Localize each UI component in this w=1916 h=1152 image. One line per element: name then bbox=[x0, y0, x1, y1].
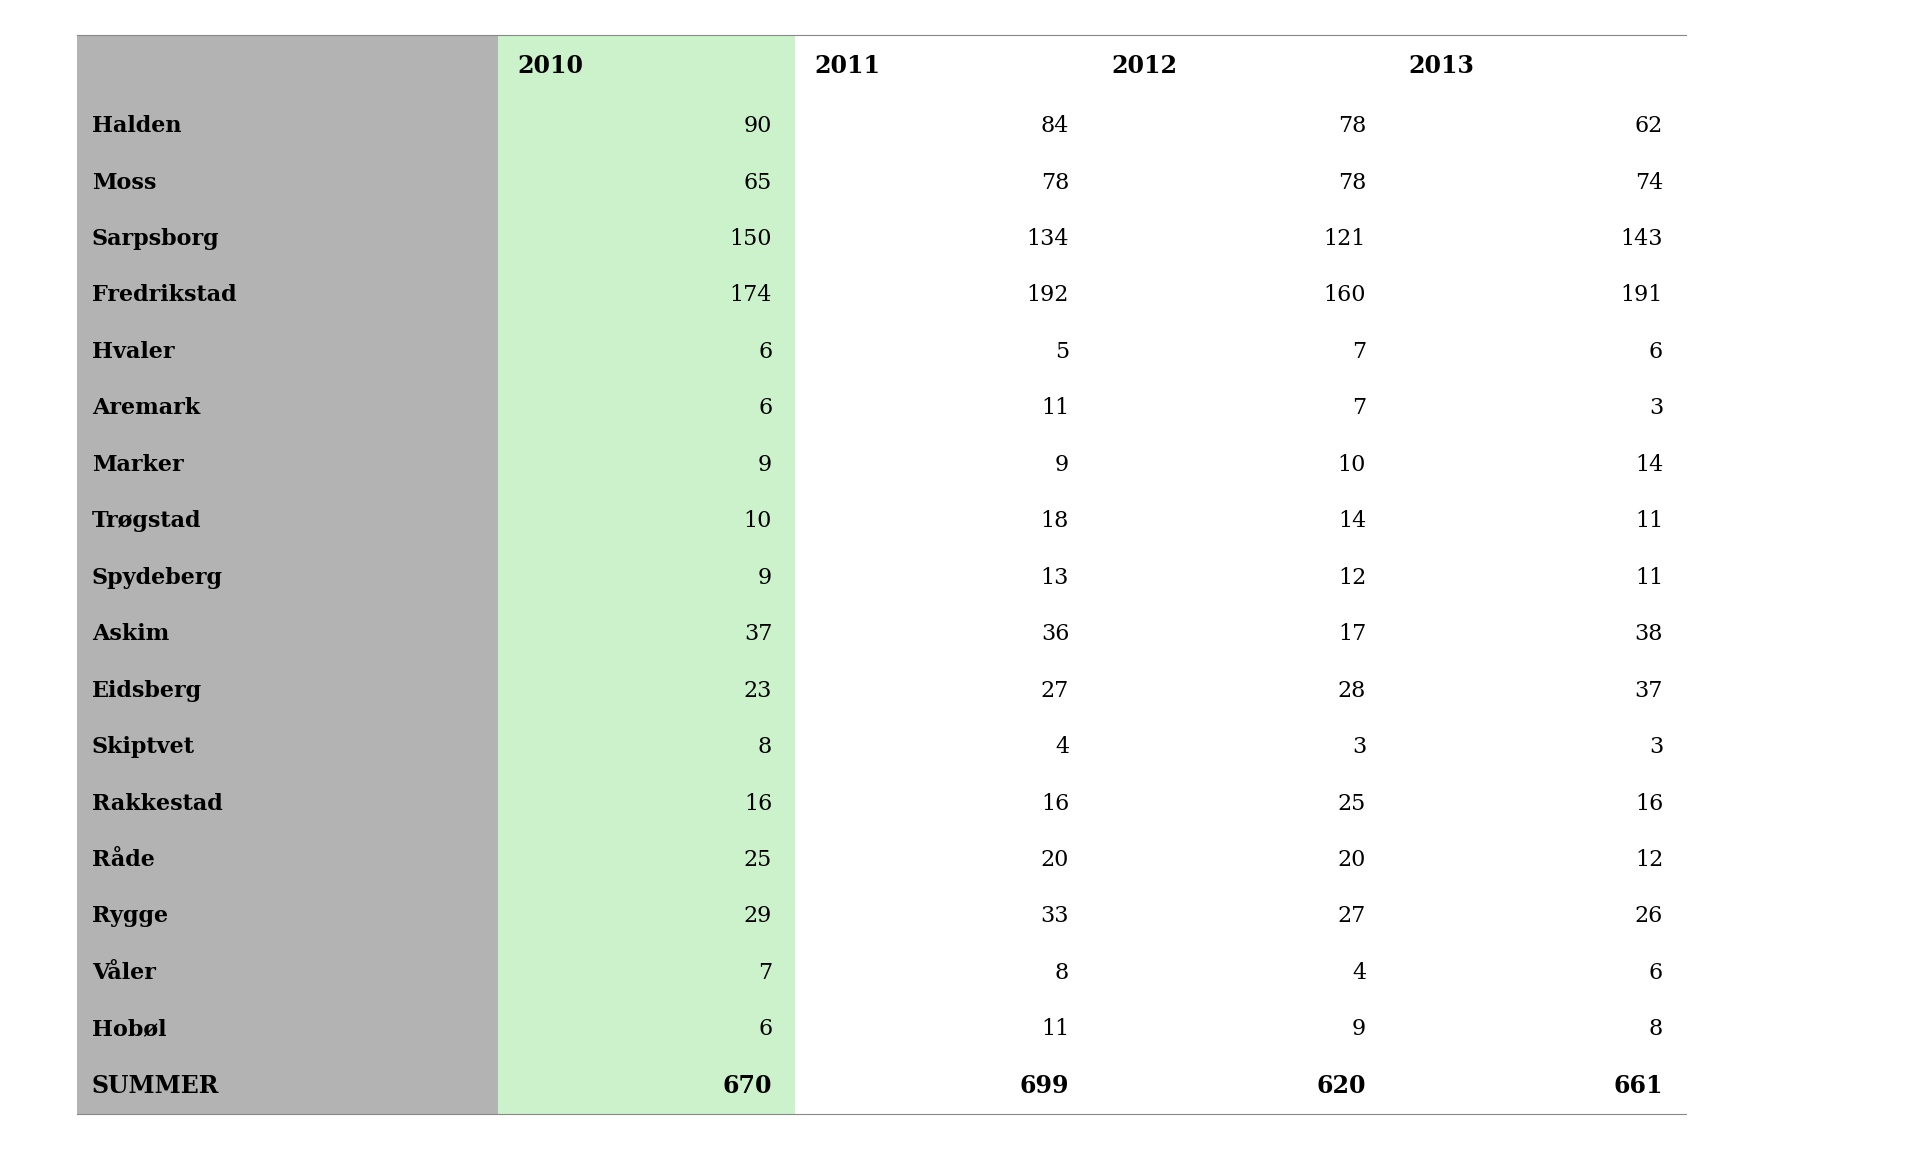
Text: 143: 143 bbox=[1621, 228, 1663, 250]
Text: 78: 78 bbox=[1337, 115, 1366, 137]
Text: 134: 134 bbox=[1027, 228, 1069, 250]
Text: 27: 27 bbox=[1040, 680, 1069, 702]
Text: 6: 6 bbox=[1650, 962, 1663, 984]
Text: Sarpsborg: Sarpsborg bbox=[92, 228, 220, 250]
Bar bbox=[1389, 35, 1686, 1114]
Text: 699: 699 bbox=[1019, 1074, 1069, 1098]
Text: 10: 10 bbox=[1337, 454, 1366, 476]
Text: 9: 9 bbox=[1056, 454, 1069, 476]
Text: 16: 16 bbox=[1040, 793, 1069, 814]
Text: 9: 9 bbox=[759, 567, 772, 589]
Text: 8: 8 bbox=[1056, 962, 1069, 984]
Text: 90: 90 bbox=[743, 115, 772, 137]
Text: Marker: Marker bbox=[92, 454, 184, 476]
Text: Skiptvet: Skiptvet bbox=[92, 736, 195, 758]
Text: 78: 78 bbox=[1337, 172, 1366, 194]
Text: Rygge: Rygge bbox=[92, 905, 169, 927]
Text: 38: 38 bbox=[1634, 623, 1663, 645]
Text: 121: 121 bbox=[1324, 228, 1366, 250]
Text: 13: 13 bbox=[1040, 567, 1069, 589]
Text: 10: 10 bbox=[743, 510, 772, 532]
Text: 28: 28 bbox=[1337, 680, 1366, 702]
Text: Trøgstad: Trøgstad bbox=[92, 510, 201, 532]
Text: 18: 18 bbox=[1040, 510, 1069, 532]
Text: 11: 11 bbox=[1634, 510, 1663, 532]
Text: 11: 11 bbox=[1040, 397, 1069, 419]
Text: 2010: 2010 bbox=[517, 54, 582, 78]
Text: 25: 25 bbox=[743, 849, 772, 871]
Text: 27: 27 bbox=[1337, 905, 1366, 927]
Text: 191: 191 bbox=[1621, 285, 1663, 306]
Text: 3: 3 bbox=[1650, 397, 1663, 419]
Text: 37: 37 bbox=[1634, 680, 1663, 702]
Text: 65: 65 bbox=[743, 172, 772, 194]
Text: 33: 33 bbox=[1040, 905, 1069, 927]
Text: 16: 16 bbox=[743, 793, 772, 814]
Text: 7: 7 bbox=[759, 962, 772, 984]
Text: 26: 26 bbox=[1634, 905, 1663, 927]
Text: 36: 36 bbox=[1040, 623, 1069, 645]
Text: Spydeberg: Spydeberg bbox=[92, 567, 222, 589]
Text: 192: 192 bbox=[1027, 285, 1069, 306]
Text: Rakkestad: Rakkestad bbox=[92, 793, 222, 814]
Text: Aremark: Aremark bbox=[92, 397, 199, 419]
Text: 661: 661 bbox=[1613, 1074, 1663, 1098]
Text: 37: 37 bbox=[743, 623, 772, 645]
Text: 150: 150 bbox=[730, 228, 772, 250]
Text: Halden: Halden bbox=[92, 115, 182, 137]
Text: 29: 29 bbox=[743, 905, 772, 927]
Text: Askim: Askim bbox=[92, 623, 169, 645]
Text: 174: 174 bbox=[730, 285, 772, 306]
Text: Hobøl: Hobøl bbox=[92, 1018, 167, 1040]
Text: 620: 620 bbox=[1316, 1074, 1366, 1098]
Text: 14: 14 bbox=[1634, 454, 1663, 476]
Text: 12: 12 bbox=[1337, 567, 1366, 589]
Text: 2013: 2013 bbox=[1408, 54, 1473, 78]
Text: 78: 78 bbox=[1040, 172, 1069, 194]
Text: Moss: Moss bbox=[92, 172, 157, 194]
Text: 3: 3 bbox=[1353, 736, 1366, 758]
Text: 17: 17 bbox=[1337, 623, 1366, 645]
Text: 25: 25 bbox=[1337, 793, 1366, 814]
Text: 670: 670 bbox=[722, 1074, 772, 1098]
Text: 8: 8 bbox=[759, 736, 772, 758]
Text: 16: 16 bbox=[1634, 793, 1663, 814]
Bar bbox=[1092, 35, 1389, 1114]
Text: 84: 84 bbox=[1040, 115, 1069, 137]
Text: 62: 62 bbox=[1634, 115, 1663, 137]
Text: 9: 9 bbox=[1353, 1018, 1366, 1040]
Text: Fredrikstad: Fredrikstad bbox=[92, 285, 236, 306]
Text: Våler: Våler bbox=[92, 962, 155, 984]
Bar bbox=[795, 35, 1092, 1114]
Text: 74: 74 bbox=[1634, 172, 1663, 194]
Bar bbox=[77, 35, 498, 1114]
Text: 23: 23 bbox=[743, 680, 772, 702]
Text: 4: 4 bbox=[1056, 736, 1069, 758]
Text: 7: 7 bbox=[1353, 341, 1366, 363]
Text: 8: 8 bbox=[1650, 1018, 1663, 1040]
Text: SUMMER: SUMMER bbox=[92, 1074, 218, 1098]
Bar bbox=[498, 35, 795, 1114]
Text: 20: 20 bbox=[1040, 849, 1069, 871]
Text: 6: 6 bbox=[1650, 341, 1663, 363]
Text: 6: 6 bbox=[759, 341, 772, 363]
Text: 12: 12 bbox=[1634, 849, 1663, 871]
Text: 2012: 2012 bbox=[1111, 54, 1176, 78]
Text: 9: 9 bbox=[759, 454, 772, 476]
Text: 6: 6 bbox=[759, 1018, 772, 1040]
Text: 20: 20 bbox=[1337, 849, 1366, 871]
Text: 7: 7 bbox=[1353, 397, 1366, 419]
Text: 5: 5 bbox=[1056, 341, 1069, 363]
Text: 6: 6 bbox=[759, 397, 772, 419]
Text: 160: 160 bbox=[1324, 285, 1366, 306]
Text: 11: 11 bbox=[1040, 1018, 1069, 1040]
Text: Hvaler: Hvaler bbox=[92, 341, 174, 363]
Text: 11: 11 bbox=[1634, 567, 1663, 589]
Text: Råde: Råde bbox=[92, 849, 155, 871]
Text: 2011: 2011 bbox=[814, 54, 879, 78]
Text: 3: 3 bbox=[1650, 736, 1663, 758]
Text: 4: 4 bbox=[1353, 962, 1366, 984]
Text: 14: 14 bbox=[1337, 510, 1366, 532]
Text: Eidsberg: Eidsberg bbox=[92, 680, 201, 702]
